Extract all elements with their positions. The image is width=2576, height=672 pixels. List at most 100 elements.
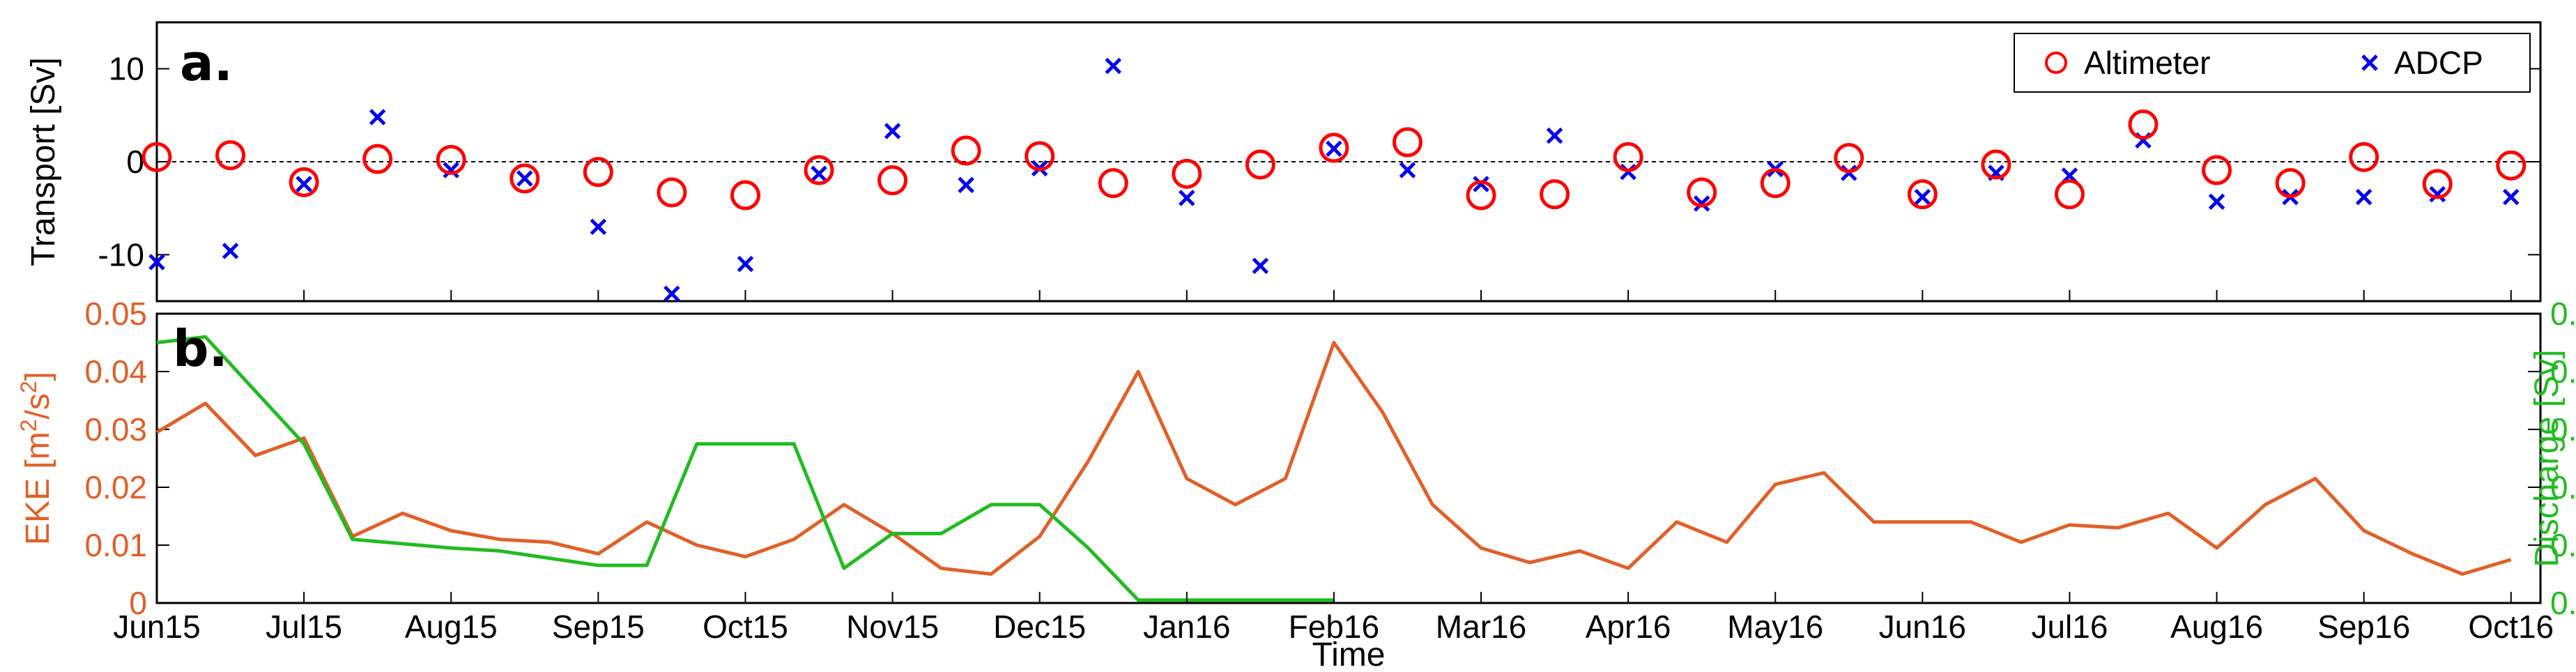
panel-b-label: b. — [173, 319, 228, 378]
eke-line — [155, 341, 2512, 576]
adcp-point — [2503, 188, 2520, 206]
adcp-point — [737, 255, 754, 273]
panel-b-y2tick-label: 0.018 — [2550, 353, 2576, 390]
altimeter-point — [289, 167, 319, 197]
panel-b-ytick-label: 0.04 — [84, 353, 147, 390]
legend-altimeter-label: Altimeter — [2084, 45, 2210, 81]
time-tick-label: Oct15 — [703, 609, 788, 645]
altimeter-point — [1613, 142, 1643, 172]
panel-b-lines — [155, 335, 2512, 602]
legend-adcp-x — [2361, 54, 2378, 71]
adcp-point — [1399, 162, 1416, 178]
altimeter-point — [583, 157, 613, 188]
altimeter-point — [1245, 149, 1275, 180]
time-tick-label: Oct16 — [2468, 609, 2554, 645]
legend-adcp-marker — [2361, 54, 2378, 71]
time-tick-label: May16 — [1727, 609, 1823, 645]
panel-b-ytick-label: 0 — [129, 585, 147, 621]
altimeter-point — [215, 140, 246, 171]
panel-b-y2tick-label: 0.01 — [2550, 585, 2576, 621]
altimeter-point — [657, 177, 687, 208]
altimeter-point — [951, 135, 981, 166]
altimeter-point — [1760, 168, 1791, 199]
altimeter-point — [1319, 132, 1349, 163]
time-tick-label: Apr16 — [1586, 609, 1671, 645]
time-tick-label: Aug16 — [2170, 609, 2263, 645]
altimeter-point — [2054, 179, 2085, 210]
panel-b-eke-discharge: 0 0.01 0.02 0.03 0.04 0.05 0.01 0.012 0.014 0.016… — [16, 296, 2576, 672]
panel-b-ytick-label: 0.03 — [84, 411, 147, 448]
panel-b-axes-frame — [155, 312, 2542, 604]
time-tick-label: Dec15 — [993, 609, 1086, 645]
time-tick-label: Aug15 — [405, 609, 498, 645]
adcp-point — [1252, 257, 1269, 275]
legend-altimeter-marker — [2045, 52, 2067, 74]
time-axis-label: Time — [1312, 636, 1386, 672]
altimeter-point — [2349, 142, 2379, 172]
panel-a-ytick-label: -10 — [98, 236, 144, 273]
panel-b-y2tick-label: 0.016 — [2550, 411, 2576, 448]
altimeter-point — [2202, 155, 2232, 185]
panel-a-legend: Altimeter ADCP — [2014, 33, 2531, 93]
panel-b-y2tick-label: 0.014 — [2550, 469, 2576, 505]
panel-a-label: a. — [180, 33, 233, 92]
altimeter-point — [362, 144, 393, 174]
time-tick-label: Feb16 — [1289, 609, 1379, 645]
adcp-point — [1326, 140, 1342, 158]
legend-box — [2014, 33, 2531, 93]
time-tick-label: Jul15 — [266, 609, 342, 645]
altimeter-point — [141, 142, 172, 172]
panel-b-ytick-label: 0.02 — [84, 469, 147, 505]
adcp-point — [884, 123, 901, 139]
adcp-point — [2429, 185, 2446, 203]
panel-a-ytick-label: 10 — [109, 51, 144, 87]
panel-a-ylabel: Transport [Sv] — [25, 57, 62, 266]
altimeter-point — [2422, 169, 2453, 199]
adcp-point — [222, 243, 239, 259]
adcp-point — [148, 254, 165, 270]
adcp-point — [811, 165, 827, 183]
adcp-point — [590, 218, 607, 236]
altimeter-point — [1025, 141, 1055, 171]
panel-b-y2tick-label: 0.02 — [2550, 296, 2576, 332]
time-tick-label: Jan16 — [1143, 609, 1230, 645]
adcp-point — [369, 109, 386, 125]
adcp-point — [443, 162, 459, 178]
time-tick-label: Sep16 — [2317, 609, 2410, 645]
panel-b-ytick-label: 0.05 — [84, 296, 147, 332]
shared-time-axis: Jun15 Jul15 Aug15 Sep15 Oct15 Nov15 Dec15 Jan16… — [113, 592, 2554, 645]
altimeter-point — [2128, 109, 2159, 140]
panel-b-y2tick-label: 0.012 — [2550, 527, 2576, 563]
adcp-point — [1546, 127, 1563, 144]
legend-adcp-label: ADCP — [2394, 45, 2483, 81]
panel-b-ylabel-discharge: Discharge [Sv] — [2529, 349, 2566, 567]
adcp-point — [2208, 193, 2225, 211]
time-tick-label: Jun15 — [113, 609, 200, 645]
adcp-point — [296, 176, 312, 192]
altimeter-point — [2496, 150, 2527, 181]
altimeter-point — [1907, 179, 1938, 210]
adcp-point — [1179, 190, 1195, 206]
altimeter-point — [1540, 179, 1570, 210]
altimeter-point — [877, 165, 908, 196]
altimeter-point — [509, 163, 540, 194]
adcp-point — [1914, 188, 1931, 206]
time-tick-label: Jun16 — [1879, 609, 1966, 645]
time-tick-label: Sep15 — [552, 609, 645, 645]
panel-b-ylabel-eke: EKE [m2/s2] — [16, 372, 56, 545]
adcp-point — [2355, 188, 2372, 206]
altimeter-point — [1466, 180, 1496, 211]
time-tick-label: Nov15 — [846, 609, 939, 645]
altimeter-point — [2275, 168, 2306, 199]
adcp-point — [1693, 195, 1710, 212]
adcp-point — [664, 285, 680, 303]
panel-a-transport: 10 0 -10 a. Transport [Sv] Altimeter ADCP — [25, 21, 2542, 303]
discharge-line — [156, 335, 1334, 602]
adcp-point — [958, 176, 974, 194]
adcp-point — [1473, 176, 1489, 192]
altimeter-point — [730, 180, 760, 211]
altimeter-point — [1098, 168, 1128, 199]
altimeter-point — [1687, 177, 1717, 208]
altimeter-point — [1834, 143, 1864, 174]
altimeter-point — [1981, 149, 2011, 180]
